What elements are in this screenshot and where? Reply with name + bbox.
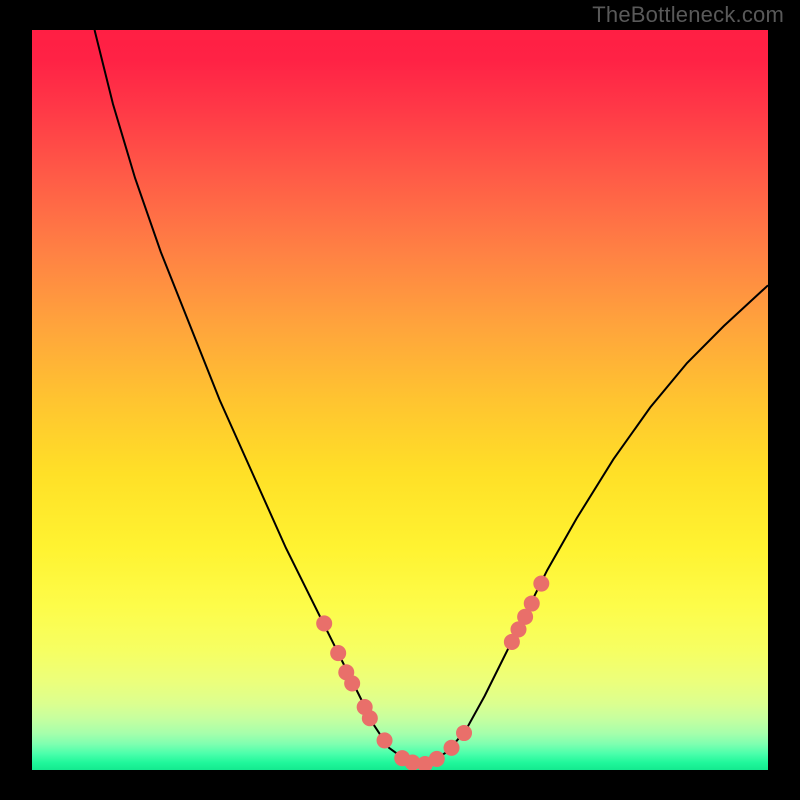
watermark-text: TheBottleneck.com bbox=[592, 2, 784, 28]
marker-dot bbox=[362, 710, 378, 726]
curve-line bbox=[95, 30, 768, 763]
marker-dot bbox=[330, 645, 346, 661]
marker-dot bbox=[316, 615, 332, 631]
marker-dot bbox=[456, 725, 472, 741]
marker-dot bbox=[429, 751, 445, 767]
figure-root: TheBottleneck.com bbox=[0, 0, 800, 800]
plot-area bbox=[32, 30, 768, 770]
marker-dot bbox=[524, 595, 540, 611]
marker-dot bbox=[533, 575, 549, 591]
chart-svg bbox=[32, 30, 768, 770]
marker-dot bbox=[377, 732, 393, 748]
marker-dot bbox=[444, 740, 460, 756]
marker-dot bbox=[344, 675, 360, 691]
